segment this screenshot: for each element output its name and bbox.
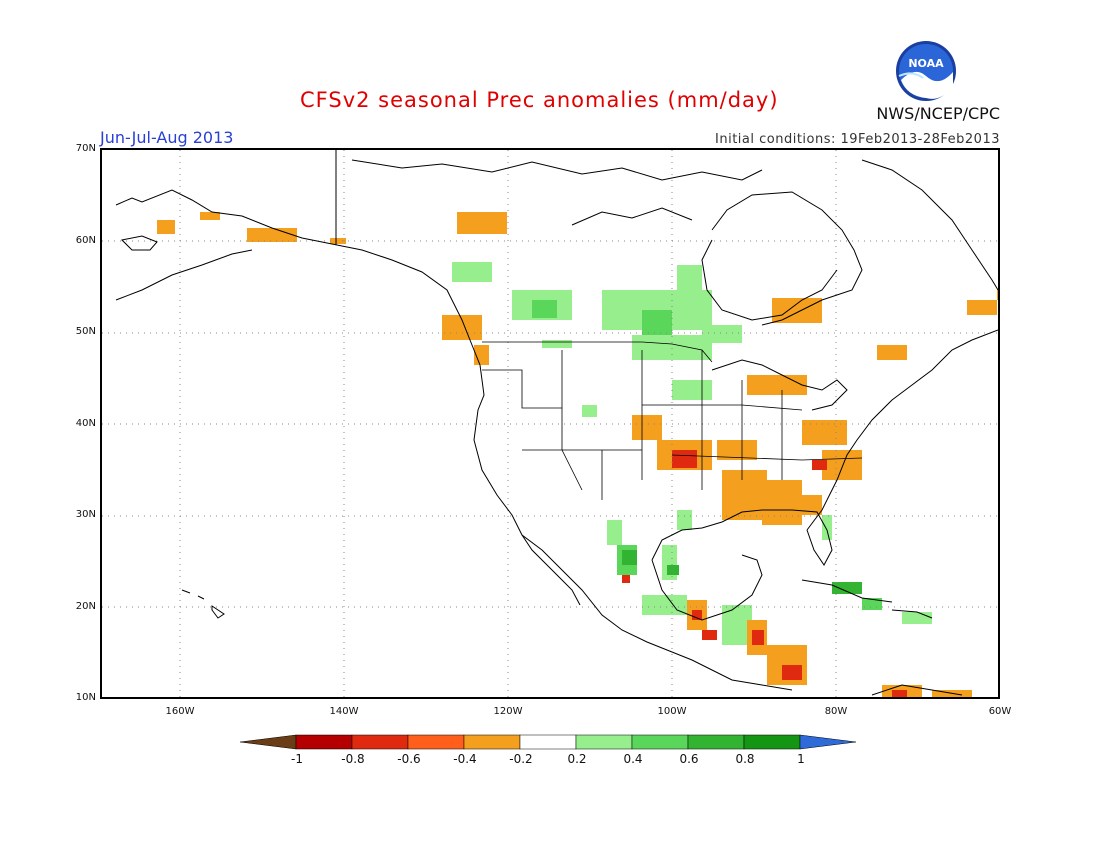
anomaly-cell: [997, 290, 998, 300]
anomaly-cell: [330, 238, 346, 244]
anomaly-cell: [632, 335, 712, 360]
lon-label: 160W: [165, 706, 195, 717]
anomaly-cell: [822, 515, 832, 540]
lat-label: 50N: [75, 326, 96, 337]
colorbar-segment: [463, 734, 521, 750]
colorbar: [240, 734, 857, 750]
anomaly-cell: [812, 460, 827, 470]
map-title: CFSv2 seasonal Prec anomalies (mm/day): [300, 88, 779, 112]
colorbar-arrow-low: [240, 734, 297, 750]
colorbar-segment: [631, 734, 689, 750]
anomaly-cell: [692, 610, 702, 620]
anomaly-cell: [622, 575, 630, 583]
anomaly-cell: [722, 470, 767, 520]
lat-label: 10N: [75, 692, 96, 703]
political-borders: [482, 341, 863, 500]
anomaly-cell: [672, 450, 697, 468]
lat-label: 20N: [75, 601, 96, 612]
anomaly-cell: [247, 228, 297, 242]
anomaly-cell: [702, 325, 742, 343]
anomaly-cell: [672, 380, 712, 400]
agency-label: NWS/NCEP/CPC: [876, 104, 1000, 123]
anomaly-cell: [157, 220, 175, 234]
coastlines: [115, 150, 998, 696]
anomaly-cell: [967, 300, 997, 315]
anomaly-cell: [452, 262, 492, 282]
initial-conditions: Initial conditions: 19Feb2013-28Feb2013: [715, 132, 1000, 147]
colorbar-label: -0.8: [341, 752, 365, 766]
lon-label: 100W: [657, 706, 687, 717]
anomaly-cell: [200, 212, 220, 220]
lat-label: 40N: [75, 418, 96, 429]
anomaly-cell: [877, 345, 907, 360]
anomaly-cell: [782, 665, 802, 680]
colorbar-label: -0.4: [453, 752, 477, 766]
lon-label: 80W: [824, 706, 848, 717]
anomaly-cell: [677, 265, 702, 290]
colorbar-segment: [295, 734, 353, 750]
colorbar-label: 0.2: [567, 752, 587, 766]
lat-label: 30N: [75, 509, 96, 520]
anomaly-cell: [632, 415, 662, 440]
anomaly-cell: [832, 582, 862, 594]
lon-label: 60W: [988, 706, 1012, 717]
anomaly-cells: [157, 212, 998, 697]
anomaly-cell: [802, 420, 847, 445]
lon-label: 140W: [329, 706, 359, 717]
colorbar-label: 1: [797, 752, 805, 766]
anomaly-cell: [582, 405, 597, 417]
anomaly-cell: [717, 440, 757, 460]
colorbar-label: -1: [291, 752, 303, 766]
colorbar-segment: [575, 734, 633, 750]
colorbar-segment: [407, 734, 465, 750]
svg-text:NOAA: NOAA: [908, 57, 944, 70]
anomaly-cell: [532, 300, 557, 318]
anomaly-cell: [667, 565, 679, 575]
anomaly-cell: [797, 298, 817, 308]
anomaly-cell: [442, 315, 482, 340]
anomaly-cell: [792, 495, 822, 515]
anomaly-cell: [822, 450, 862, 480]
colorbar-label: 0.4: [623, 752, 643, 766]
colorbar-arrow-high: [799, 734, 857, 750]
anomaly-cell: [902, 612, 932, 624]
colorbar-label: 0.8: [735, 752, 755, 766]
forecast-period: Jun-Jul-Aug 2013: [100, 128, 234, 147]
map-canvas: [102, 150, 998, 697]
colorbar-segment: [743, 734, 801, 750]
colorbar-segment: [519, 734, 577, 750]
anomaly-cell: [642, 310, 672, 335]
colorbar-label: -0.2: [509, 752, 533, 766]
precip-anomaly-map: [100, 148, 1000, 699]
anomaly-cell: [622, 550, 637, 565]
anomaly-cell: [702, 630, 717, 640]
lat-label: 60N: [75, 235, 96, 246]
anomaly-cell: [607, 520, 622, 545]
colorbar-segment: [687, 734, 745, 750]
graticule: [102, 150, 998, 697]
lat-label: 70N: [75, 143, 96, 154]
anomaly-cell: [747, 375, 807, 395]
anomaly-cell: [457, 212, 507, 234]
colorbar-label: 0.6: [679, 752, 699, 766]
anomaly-cell: [542, 340, 572, 348]
anomaly-cell: [892, 690, 907, 697]
anomaly-cell: [677, 510, 692, 530]
lon-label: 120W: [493, 706, 523, 717]
anomaly-cell: [752, 630, 764, 645]
colorbar-label: -0.6: [397, 752, 421, 766]
noaa-logo-icon: NOAA: [896, 41, 956, 101]
colorbar-segment: [351, 734, 409, 750]
anomaly-cell: [642, 595, 687, 615]
